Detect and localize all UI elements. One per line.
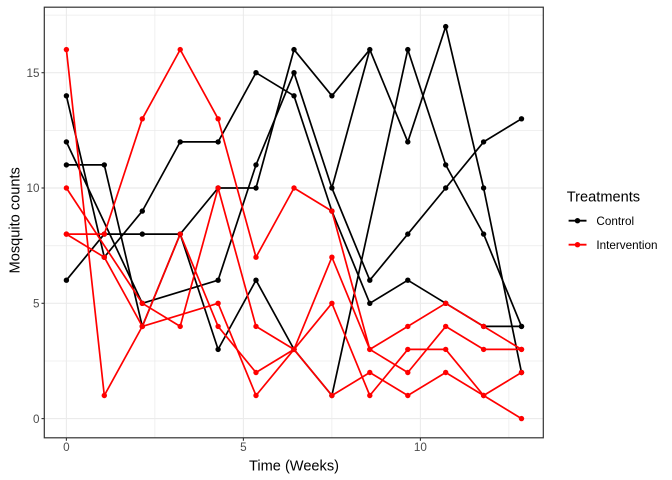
svg-text:Time (Weeks): Time (Weeks) xyxy=(249,459,339,475)
svg-text:0: 0 xyxy=(63,441,70,454)
svg-text:15: 15 xyxy=(26,67,40,80)
svg-text:Intervention: Intervention xyxy=(596,239,657,252)
svg-text:0: 0 xyxy=(33,413,40,426)
svg-text:Control: Control xyxy=(596,215,634,228)
svg-text:10: 10 xyxy=(26,182,40,195)
svg-text:5: 5 xyxy=(240,441,247,454)
svg-text:Treatments: Treatments xyxy=(567,190,640,206)
svg-text:Mosquito counts: Mosquito counts xyxy=(8,167,24,273)
svg-text:5: 5 xyxy=(33,298,40,311)
svg-text:10: 10 xyxy=(414,441,428,454)
